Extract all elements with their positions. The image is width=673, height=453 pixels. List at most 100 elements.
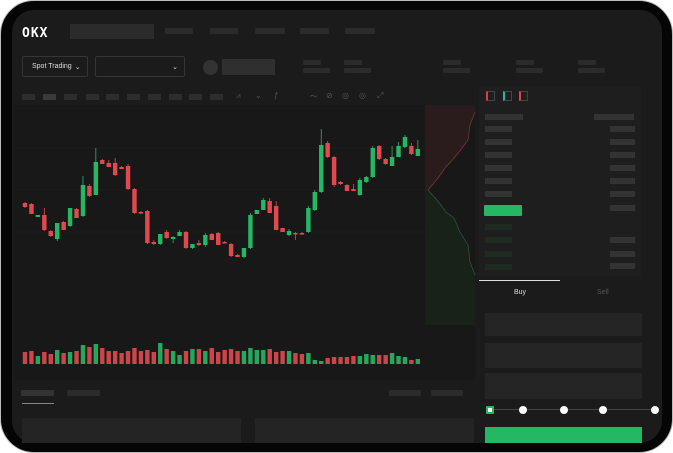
formula-icon[interactable]: ƒ (274, 91, 279, 100)
interval-button[interactable] (148, 94, 161, 100)
ask-row-amount[interactable] (610, 178, 635, 184)
okx-logo[interactable]: OKX (22, 26, 49, 41)
view-bids-icon[interactable] (503, 91, 512, 101)
volume-bar (235, 351, 240, 364)
volume-bar (396, 356, 401, 364)
ask-row-amount[interactable] (610, 126, 635, 132)
ask-row-amount[interactable] (610, 165, 635, 171)
slider-step-25[interactable] (519, 406, 527, 414)
slider-step-75[interactable] (599, 406, 607, 414)
fullscreen-icon[interactable]: ⤢ (377, 91, 384, 100)
candle-body (55, 223, 60, 239)
bid-row-price[interactable] (485, 224, 512, 230)
bid-row-amount[interactable] (610, 237, 635, 243)
candle (22, 202, 28, 208)
ask-row-price[interactable] (485, 165, 512, 171)
view-both-icon[interactable] (486, 91, 495, 101)
ruler-icon[interactable]: ⊘ (326, 91, 333, 100)
slider-step-100[interactable] (651, 406, 659, 414)
camera-icon[interactable]: ◎ (342, 91, 349, 100)
tab-open-orders[interactable] (21, 390, 54, 396)
ask-row-amount[interactable] (610, 191, 635, 197)
nav-item[interactable] (300, 28, 329, 34)
candle (35, 215, 41, 217)
interval-button[interactable] (86, 94, 99, 100)
candle (261, 198, 266, 210)
filter-button[interactable] (431, 390, 463, 396)
candle (106, 160, 111, 167)
slider-step-0[interactable] (486, 406, 494, 414)
candle (389, 146, 395, 166)
ask-row-price[interactable] (485, 139, 512, 145)
line-tool-icon[interactable]: 〜 (310, 92, 318, 101)
nav-item[interactable] (165, 28, 193, 34)
ask-row-price[interactable] (485, 152, 512, 158)
interval-button[interactable] (64, 94, 77, 100)
candle-body (377, 146, 382, 159)
candle-body (254, 210, 260, 214)
candle-body (190, 244, 195, 248)
nav-item[interactable] (345, 28, 375, 34)
buy-button[interactable] (485, 427, 642, 443)
candle (325, 141, 330, 158)
coin-icon (203, 60, 218, 75)
volume-bar (209, 348, 214, 364)
bid-row-price[interactable] (485, 251, 512, 257)
candle (151, 240, 156, 245)
ask-row-price[interactable] (485, 191, 512, 197)
tab-order-history[interactable] (67, 390, 100, 396)
interval-button[interactable] (127, 94, 140, 100)
candle-body (22, 203, 28, 207)
candle-body (100, 160, 105, 164)
view-asks-icon[interactable] (519, 91, 528, 101)
settings-icon[interactable]: ◎ (359, 91, 366, 100)
candle (409, 143, 414, 155)
candle (138, 211, 144, 214)
pair-dropdown[interactable]: ⌄ (95, 56, 185, 77)
filter-button[interactable] (389, 390, 421, 396)
candle (158, 234, 163, 245)
volume-bar (67, 352, 73, 364)
candle (125, 164, 131, 190)
ask-row-price[interactable] (485, 126, 512, 132)
candle-body (183, 232, 189, 248)
nav-item[interactable] (210, 28, 238, 34)
interval-button[interactable] (210, 94, 223, 100)
volume-bar (312, 360, 317, 364)
indicator-icon[interactable]: ⌄ (255, 91, 262, 100)
interval-button[interactable] (22, 94, 35, 100)
tab-buy[interactable]: Buy (514, 289, 527, 296)
bid-row-amount[interactable] (610, 263, 635, 269)
depth-chart (425, 105, 476, 325)
slider-step-50[interactable] (560, 406, 568, 414)
interval-button-active[interactable] (43, 94, 56, 100)
total-input[interactable] (485, 373, 642, 399)
candle (74, 208, 79, 218)
candle (100, 159, 105, 164)
candle-type-icon[interactable]: ⩘ (236, 91, 241, 100)
price-input[interactable] (485, 313, 642, 336)
ask-row-amount[interactable] (610, 139, 635, 145)
interval-button[interactable] (106, 94, 119, 100)
candle-body (170, 237, 176, 239)
volume-bar (22, 352, 28, 364)
amount-slider-track[interactable] (490, 409, 655, 410)
ask-row-amount[interactable] (610, 205, 635, 211)
amount-input[interactable] (485, 343, 642, 368)
candle (170, 236, 176, 243)
bid-row-amount[interactable] (610, 251, 635, 257)
candle (338, 181, 343, 185)
search-bar[interactable] (70, 24, 154, 39)
ask-row-price[interactable] (485, 178, 512, 184)
nav-item[interactable] (255, 28, 285, 34)
interval-button[interactable] (169, 94, 182, 100)
bid-row-price[interactable] (485, 237, 512, 243)
ask-row-amount[interactable] (610, 152, 635, 158)
candle (267, 198, 272, 213)
candle (415, 140, 421, 156)
spot-trading-dropdown[interactable]: Spot Trading ⌄ (22, 56, 88, 77)
interval-button[interactable] (189, 94, 202, 100)
tab-sell[interactable]: Sell (597, 289, 609, 296)
bid-row-price[interactable] (485, 264, 512, 270)
